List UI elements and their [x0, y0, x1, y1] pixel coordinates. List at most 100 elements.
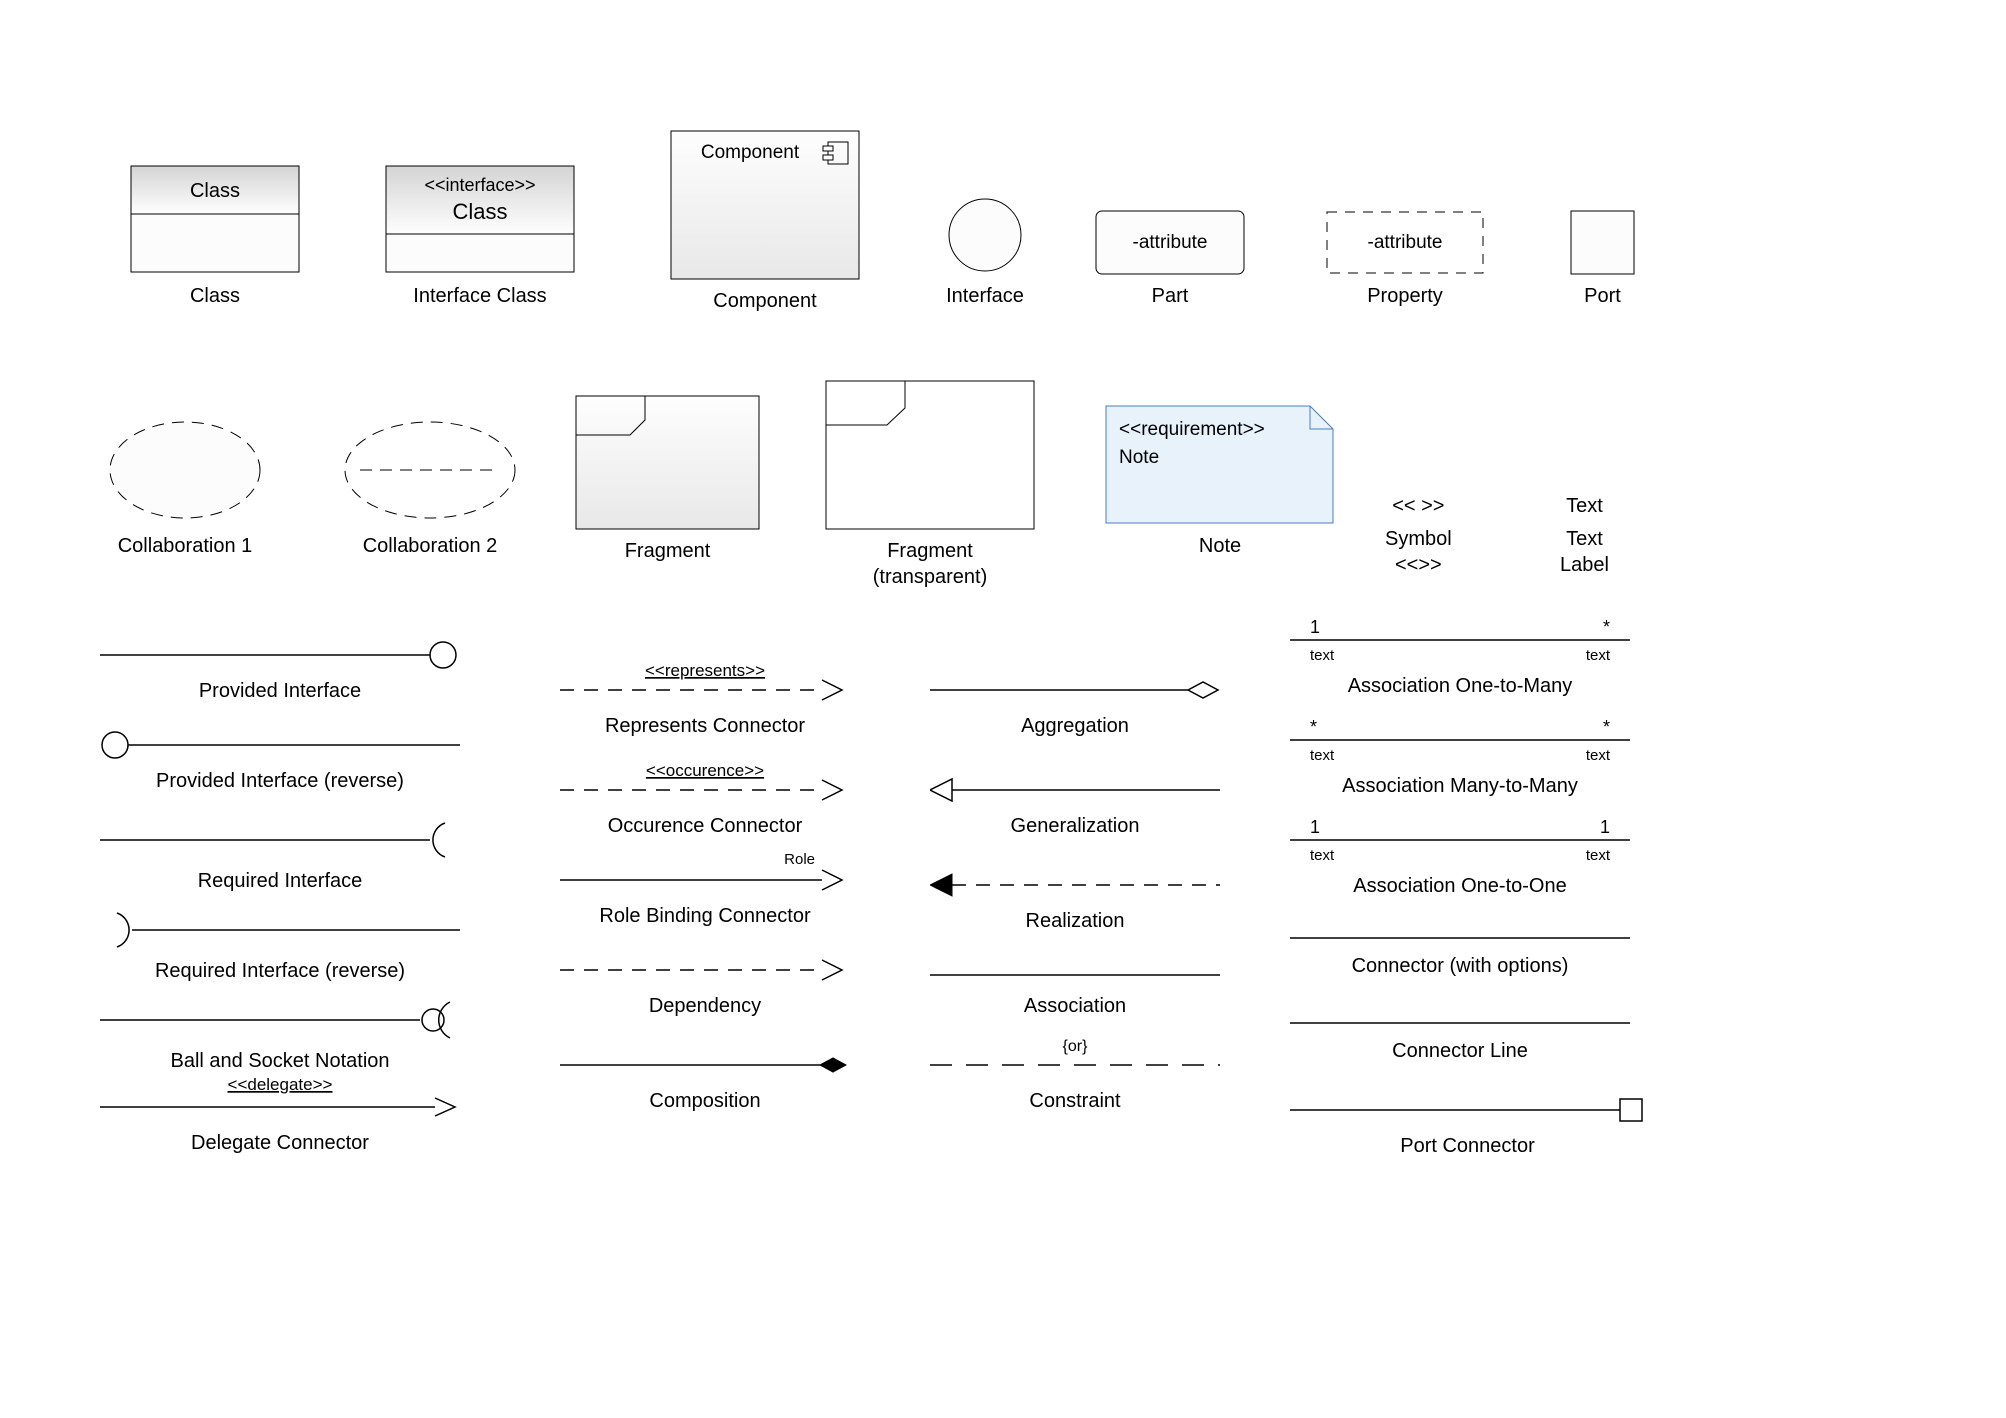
dependency-caption: Dependency: [649, 993, 761, 1019]
shape-collab2: Collaboration 2: [340, 415, 520, 559]
collab2-caption: Collaboration 2: [363, 533, 498, 559]
component-caption: Component: [713, 288, 816, 314]
shape-fragment-transparent: Fragment (transparent): [825, 380, 1035, 590]
assoc-one-many: 1 * text text Association One-to-Many: [1290, 615, 1630, 699]
mm-lb: text: [1310, 747, 1335, 764]
symbol-text: << >>: [1392, 495, 1444, 518]
mm-caption: Association Many-to-Many: [1342, 773, 1578, 799]
shape-note: <<requirement>> Note Note: [1105, 405, 1335, 559]
shape-component: Component Component: [670, 130, 860, 314]
om-lb: text: [1310, 647, 1335, 664]
conn-role: Role Role Binding Connector: [560, 850, 850, 929]
note-text: Note: [1119, 447, 1159, 468]
om-lt: 1: [1310, 617, 1320, 637]
fragment-t-caption: Fragment (transparent): [873, 538, 988, 590]
cline-caption: Connector Line: [1392, 1038, 1528, 1064]
aggregation-caption: Aggregation: [1021, 713, 1129, 739]
occurence-caption: Occurence Connector: [608, 813, 803, 839]
delegate-stereo: <<delegate>>: [228, 1075, 333, 1094]
part-text: -attribute: [1133, 232, 1208, 253]
constraint-label: {or}: [1063, 1038, 1089, 1055]
oo-lt: 1: [1310, 817, 1320, 837]
conn-constraint: {or} Constraint: [930, 1035, 1220, 1114]
represents-stereo: <<represents>>: [645, 661, 765, 680]
role-caption: Role Binding Connector: [599, 903, 810, 929]
class-title: Class: [190, 180, 240, 202]
om-caption: Association One-to-Many: [1348, 673, 1573, 699]
assoc-many-many: * * text text Association Many-to-Many: [1290, 715, 1630, 799]
shape-port: Port: [1570, 210, 1635, 309]
symbol-caption: Symbol <<>>: [1385, 526, 1452, 578]
assoc-one-one: 1 1 text text Association One-to-One: [1290, 815, 1630, 899]
connector-options: Connector (with options): [1290, 930, 1630, 979]
note-stereo: <<requirement>>: [1119, 419, 1265, 440]
component-title: Component: [701, 142, 800, 163]
shape-collab1: Collaboration 1: [105, 415, 265, 559]
conn-required-rev: Required Interface (reverse): [100, 910, 460, 984]
copt-caption: Connector (with options): [1352, 953, 1569, 979]
represents-caption: Represents Connector: [605, 713, 805, 739]
conn-provided: Provided Interface: [100, 640, 460, 704]
shape-interface: Interface: [945, 195, 1025, 309]
conn-aggregation: Aggregation: [930, 675, 1220, 739]
oo-caption: Association One-to-One: [1353, 873, 1566, 899]
shape-fragment: Fragment: [575, 395, 760, 564]
required-caption: Required Interface: [198, 868, 363, 894]
provided-rev-caption: Provided Interface (reverse): [156, 768, 404, 794]
connector-line: Connector Line: [1290, 1015, 1630, 1064]
conn-provided-rev: Provided Interface (reverse): [100, 730, 460, 794]
conn-generalization: Generalization: [930, 775, 1220, 839]
shape-interface-class: <<interface>> Class Interface Class: [385, 165, 575, 309]
conn-delegate: <<delegate>> Delegate Connector: [100, 1072, 460, 1156]
shape-text-label: Text Text Label: [1560, 495, 1609, 578]
property-text: -attribute: [1368, 232, 1443, 253]
iface-stereo: <<interface>>: [424, 175, 535, 195]
shape-part: -attribute Part: [1095, 210, 1245, 309]
part-caption: Part: [1152, 283, 1189, 309]
oo-rt: 1: [1600, 817, 1610, 837]
generalization-caption: Generalization: [1011, 813, 1140, 839]
delegate-caption: Delegate Connector: [191, 1130, 369, 1156]
mm-rb: text: [1586, 747, 1611, 764]
om-rb: text: [1586, 647, 1611, 664]
occurence-stereo: <<occurence>>: [646, 761, 764, 780]
shape-property: -attribute Property: [1325, 210, 1485, 309]
note-caption: Note: [1199, 533, 1241, 559]
required-rev-caption: Required Interface (reverse): [155, 958, 405, 984]
conn-occurence: <<occurence>> Occurence Connector: [560, 760, 850, 839]
interface-caption: Interface: [946, 283, 1024, 309]
iface-caption: Interface Class: [413, 283, 546, 309]
shape-class: Class Class: [130, 165, 300, 309]
conn-composition: Composition: [560, 1050, 850, 1114]
conn-ball-socket: Ball and Socket Notation: [100, 1000, 460, 1074]
property-caption: Property: [1367, 283, 1443, 309]
class-caption: Class: [190, 283, 240, 309]
oo-lb: text: [1310, 847, 1335, 864]
mm-lt: *: [1310, 717, 1317, 737]
conn-dependency: Dependency: [560, 955, 850, 1019]
pconn-caption: Port Connector: [1400, 1133, 1535, 1159]
textlabel-caption: Text Label: [1560, 526, 1609, 578]
port-connector: Port Connector: [1290, 1095, 1645, 1159]
association-caption: Association: [1024, 993, 1126, 1019]
mm-rt: *: [1603, 717, 1610, 737]
fragment-caption: Fragment: [625, 538, 711, 564]
constraint-caption: Constraint: [1029, 1088, 1120, 1114]
oo-rb: text: [1586, 847, 1611, 864]
port-caption: Port: [1584, 283, 1621, 309]
om-rt: *: [1603, 617, 1610, 637]
realization-caption: Realization: [1026, 908, 1125, 934]
textlabel-text: Text: [1566, 495, 1603, 518]
conn-represents: <<represents>> Represents Connector: [560, 660, 850, 739]
ball-socket-caption: Ball and Socket Notation: [170, 1048, 389, 1074]
class-svg: Class: [130, 165, 300, 275]
composition-caption: Composition: [649, 1088, 760, 1114]
collab1-caption: Collaboration 1: [118, 533, 253, 559]
conn-association: Association: [930, 965, 1220, 1019]
role-label: Role: [784, 851, 815, 868]
provided-caption: Provided Interface: [199, 678, 361, 704]
shape-symbol: << >> Symbol <<>>: [1385, 495, 1452, 578]
conn-realization: Realization: [930, 870, 1220, 934]
conn-required: Required Interface: [100, 820, 460, 894]
iface-title: Class: [452, 199, 507, 224]
